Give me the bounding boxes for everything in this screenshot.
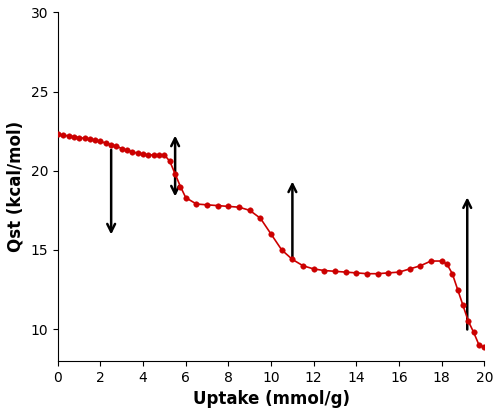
X-axis label: Uptake (mmol/g): Uptake (mmol/g)	[192, 390, 350, 408]
Y-axis label: Qst (kcal/mol): Qst (kcal/mol)	[7, 121, 25, 252]
